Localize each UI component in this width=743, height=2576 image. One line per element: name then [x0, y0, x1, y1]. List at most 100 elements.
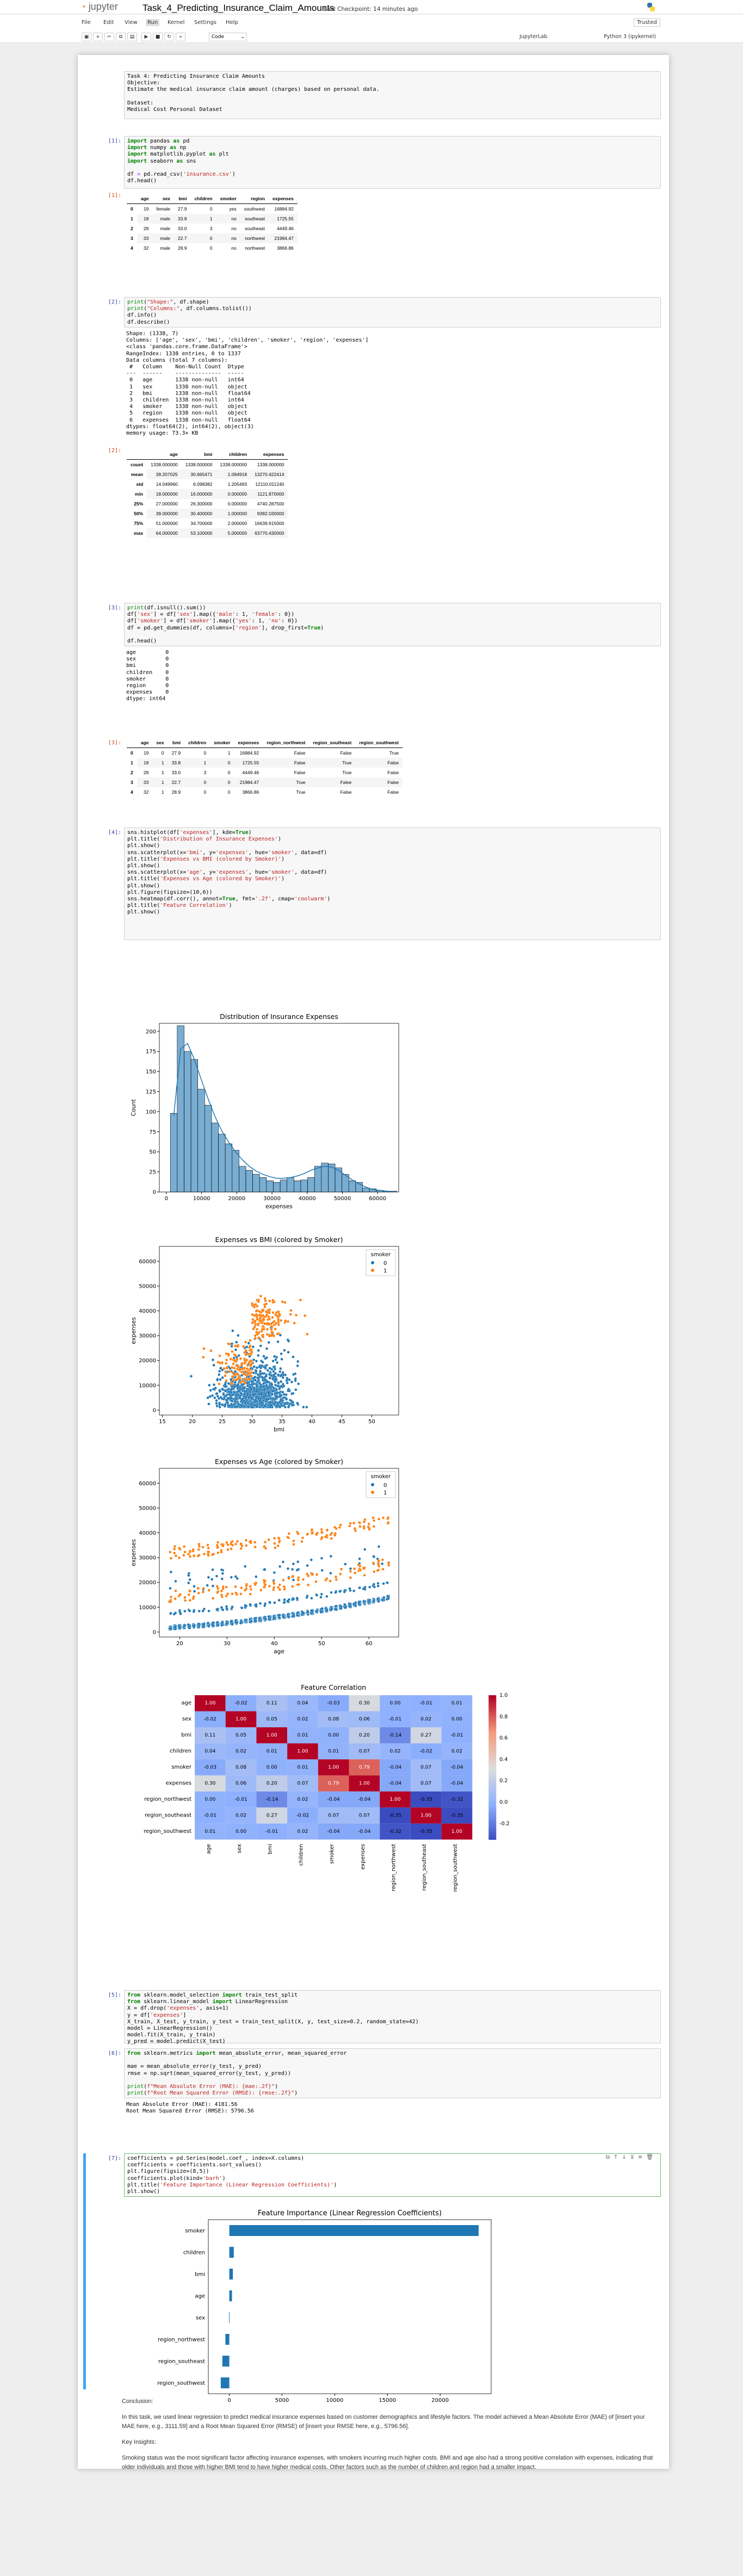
data-point-smoker	[286, 1536, 289, 1539]
colorbar-segment	[488, 1724, 497, 1727]
colorbar-segment	[488, 1731, 497, 1734]
data-point-smoker	[293, 1321, 296, 1325]
cell-toolbar-icons[interactable]: ⧉↑↓⊻≡🗑	[605, 2154, 657, 2160]
stop-icon[interactable]: ■	[153, 33, 163, 41]
data-point-nonsmoker	[243, 1387, 246, 1390]
table-cell: 34.700000	[190, 521, 213, 526]
restart-run-all-icon[interactable]: »	[176, 33, 185, 41]
data-point-nonsmoker	[358, 1557, 361, 1560]
table-cell: 16.000000	[181, 489, 216, 499]
data-point-smoker	[262, 1585, 265, 1589]
x-tick-label: 60	[366, 1641, 373, 1647]
heatmap-cell	[441, 1727, 473, 1744]
kernel-info[interactable]: Python 3 (ipykernel)	[604, 34, 656, 40]
kernel-name[interactable]: JupyterLab	[519, 34, 548, 40]
data-point-nonsmoker	[246, 1405, 250, 1409]
data-point-nonsmoker	[244, 1395, 247, 1399]
cut-icon[interactable]: ✂	[104, 33, 114, 41]
code-editor[interactable]: import pandas as pd import numpy as np i…	[124, 136, 661, 189]
data-point-smoker	[274, 1327, 277, 1331]
menu-settings[interactable]: Settings	[194, 20, 217, 26]
heatmap-cell	[318, 1759, 349, 1776]
menu-run[interactable]: Run	[146, 19, 160, 26]
menu-kernel[interactable]: Kernel	[168, 20, 185, 26]
data-point-nonsmoker	[258, 1399, 262, 1403]
data-point-smoker	[292, 1539, 295, 1542]
save-icon[interactable]: ▣	[82, 33, 91, 41]
conclusion-heading: Conclusion:	[122, 2398, 153, 2405]
legend-marker	[371, 1269, 374, 1272]
data-point-smoker	[231, 1366, 234, 1369]
data-point-nonsmoker	[232, 1403, 236, 1406]
plot-frame	[159, 1468, 399, 1638]
code-editor[interactable]: print("Shape:", df.shape) print("Columns…	[124, 297, 661, 328]
data-point-nonsmoker	[376, 1597, 380, 1601]
data-point-nonsmoker	[264, 1357, 267, 1360]
menu-help[interactable]: Help	[226, 20, 238, 26]
colorbar-segment	[488, 1719, 497, 1722]
data-point-nonsmoker	[320, 1556, 323, 1560]
restart-icon[interactable]: ↻	[164, 33, 174, 41]
code-editor[interactable]: coefficients = pd.Series(model.coef_, in…	[124, 2153, 661, 2197]
heatmap-row-label: expenses	[166, 1780, 191, 1786]
data-point-smoker	[362, 1520, 366, 1523]
data-point-smoker	[333, 1534, 337, 1537]
heatmap-value: -0.01	[450, 1733, 463, 1738]
notebook-title[interactable]: Task_4_Predicting_Insurance_Claim_Amount…	[143, 3, 335, 13]
table-cell: False	[355, 758, 403, 768]
paste-icon[interactable]: ▤	[127, 33, 137, 41]
data-point-nonsmoker	[218, 1397, 221, 1400]
x-tick-label: 20	[176, 1641, 183, 1647]
histogram-bar	[170, 1113, 178, 1193]
code-editor[interactable]: from sklearn.model_selection import trai…	[124, 1990, 661, 2044]
data-point-smoker	[262, 1308, 265, 1312]
data-point-smoker	[256, 1327, 259, 1331]
colorbar-segment	[488, 1823, 497, 1826]
heatmap-cell	[256, 1743, 288, 1759]
data-point-smoker	[244, 1373, 247, 1376]
data-point-smoker	[221, 1585, 225, 1589]
output-prompt: [3]:	[108, 740, 121, 746]
code-editor[interactable]: sns.histplot(df['expenses'], kde=True) p…	[124, 827, 661, 940]
table-row: 50% 39.000000 30.400000 1.000000 9382.030000	[127, 509, 288, 518]
table-header-cell: children	[184, 738, 210, 748]
data-point-smoker	[282, 1585, 286, 1589]
jupyter-logo[interactable]: ◔ jupyter	[81, 1, 118, 12]
data-point-nonsmoker	[282, 1396, 285, 1399]
data-point-nonsmoker	[249, 1393, 252, 1397]
table-cell: 0	[203, 750, 207, 756]
data-point-nonsmoker	[215, 1404, 219, 1408]
colorbar-segment	[488, 1782, 497, 1785]
data-point-nonsmoker	[188, 1609, 191, 1613]
menu-file[interactable]: File	[82, 20, 91, 26]
table-header-cell: bmi	[181, 449, 216, 460]
data-point-smoker	[265, 1313, 269, 1317]
x-tick-label: 25	[219, 1419, 226, 1425]
code-editor[interactable]: print(df.isnull().sum()) df['sex'] = df[…	[124, 603, 661, 646]
table-cell: True	[342, 770, 352, 775]
heatmap-col-label: sex	[237, 1844, 243, 1853]
copy-icon[interactable]: ⧉	[116, 33, 126, 41]
data-point-nonsmoker	[243, 1405, 246, 1408]
heatmap-value: 0.02	[297, 1716, 308, 1722]
colorbar-segment	[488, 1704, 497, 1708]
data-point-nonsmoker	[275, 1392, 278, 1395]
data-point-nonsmoker	[277, 1373, 280, 1376]
data-point-nonsmoker	[250, 1388, 253, 1391]
data-point-nonsmoker	[292, 1403, 295, 1407]
add-cell-icon[interactable]: +	[93, 33, 103, 41]
heatmap-value: -0.04	[450, 1765, 463, 1770]
heatmap-value: 0.01	[205, 1829, 215, 1834]
cell-type-select[interactable]: Code ⌄	[209, 33, 247, 41]
menu-edit[interactable]: Edit	[103, 20, 114, 26]
menu-view[interactable]: View	[125, 20, 138, 26]
code-editor[interactable]: from sklearn.metrics import mean_absolut…	[124, 2048, 661, 2098]
run-icon[interactable]: ▶	[141, 33, 151, 41]
heatmap-value: 0.01	[297, 1765, 308, 1770]
data-point-smoker	[358, 1525, 362, 1528]
trusted-indicator[interactable]: Trusted	[634, 18, 660, 27]
data-point-nonsmoker	[257, 1373, 260, 1376]
heatmap-cell	[349, 1775, 380, 1792]
x-tick-label: 20000	[228, 1196, 245, 1202]
colorbar-segment	[488, 1794, 497, 1797]
